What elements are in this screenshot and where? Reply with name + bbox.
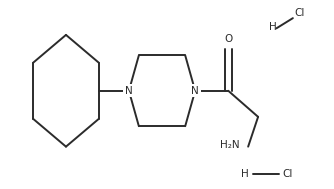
Text: Cl: Cl bbox=[294, 9, 305, 19]
Text: H: H bbox=[269, 22, 277, 32]
Text: O: O bbox=[224, 34, 232, 44]
Text: N: N bbox=[191, 86, 199, 96]
Text: H: H bbox=[241, 169, 249, 179]
Text: N: N bbox=[125, 86, 133, 96]
Text: Cl: Cl bbox=[283, 169, 293, 179]
Text: H₂N: H₂N bbox=[220, 140, 240, 150]
